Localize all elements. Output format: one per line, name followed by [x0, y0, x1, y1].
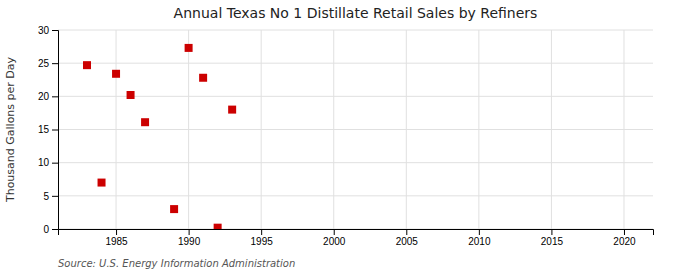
grid-line-y [58, 96, 653, 97]
tick: 1990 [178, 229, 201, 247]
tick-label: 10 [38, 157, 50, 168]
tick-mark [261, 229, 262, 235]
tick-mark [189, 229, 190, 235]
tick: 1985 [105, 229, 128, 247]
y-axis: 0 5 10 15 20 25 30 [38, 25, 59, 235]
tick-mark [624, 229, 625, 235]
tick-mark [116, 229, 117, 235]
tick: 0 [43, 224, 58, 235]
tick: 1995 [251, 229, 274, 247]
tick-mark [52, 229, 58, 230]
tick-mark [52, 63, 58, 64]
axis-line [59, 230, 654, 236]
points [83, 44, 236, 229]
tick-mark [52, 30, 58, 31]
y-axis-label: Thousand Gallons per Day [4, 56, 17, 203]
tick: 2015 [541, 229, 564, 247]
tick-label: 15 [38, 124, 50, 135]
tick-label: 2005 [396, 236, 419, 247]
tick-label: 30 [38, 25, 50, 36]
tick-label: 1990 [178, 236, 201, 247]
grid-line-y [58, 195, 653, 196]
tick-mark [479, 229, 480, 235]
tick: 2000 [323, 229, 346, 247]
point [112, 70, 120, 78]
tick-label: 2020 [613, 236, 636, 247]
point [199, 74, 207, 82]
tick-mark [52, 130, 58, 131]
point [98, 179, 106, 187]
x-axis: 1985 1990 1995 2000 2005 2010 2015 2020 [59, 229, 654, 247]
title: Annual Texas No 1 Distillate Retail Sale… [174, 5, 538, 21]
tick-mark [52, 96, 58, 97]
grid [58, 30, 653, 229]
tick-mark [551, 229, 552, 235]
tick-label: 0 [43, 224, 49, 235]
source: Source: U.S. Energy Information Administ… [58, 258, 295, 269]
tick: 2005 [396, 229, 419, 247]
tick-label: 1995 [251, 236, 274, 247]
tick: 25 [38, 58, 58, 69]
axis-line [52, 31, 59, 230]
tick-label: 2015 [541, 236, 564, 247]
tick: 15 [38, 124, 58, 135]
point [170, 205, 178, 213]
point [127, 91, 135, 99]
grid-line-y [58, 30, 653, 31]
point [83, 61, 91, 69]
tick: 20 [38, 91, 58, 102]
chart: 1985 1990 1995 2000 2005 2010 2015 2020 0 5 10 15 20… [0, 0, 675, 275]
tick-mark [52, 163, 58, 164]
grid-line-y [58, 63, 653, 64]
tick-mark [334, 229, 335, 235]
tick-label: 2010 [468, 236, 491, 247]
tick: 10 [38, 157, 58, 168]
tick-mark [406, 229, 407, 235]
point [214, 224, 222, 229]
tick-label: 20 [38, 91, 50, 102]
grid-line-y [58, 129, 653, 130]
point [185, 44, 193, 52]
point [228, 106, 236, 114]
tick: 5 [43, 191, 58, 202]
tick: 30 [38, 25, 58, 36]
tick-label: 2000 [323, 236, 346, 247]
tick: 2020 [613, 229, 636, 247]
tick-mark [52, 196, 58, 197]
tick-label: 25 [38, 58, 50, 69]
plot-area: 1985 1990 1995 2000 2005 2010 2015 2020 0 5 10 15 20… [38, 25, 654, 247]
grid-line-y [58, 162, 653, 163]
point [141, 118, 149, 126]
tick-label: 5 [43, 191, 49, 202]
tick-label: 1985 [105, 236, 128, 247]
tick: 2010 [468, 229, 491, 247]
